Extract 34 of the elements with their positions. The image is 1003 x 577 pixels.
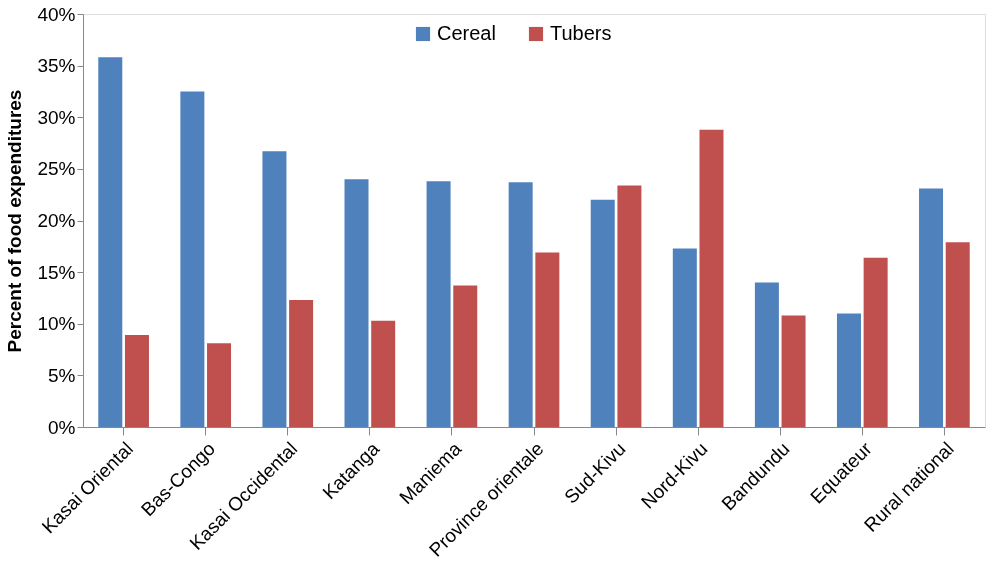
bar <box>617 185 642 427</box>
y-tick-label: 25% <box>37 158 76 180</box>
bar <box>180 91 205 427</box>
y-tick-label: 40% <box>37 3 76 25</box>
bar <box>919 188 944 427</box>
bar <box>262 151 287 427</box>
y-tick-label: 15% <box>37 261 76 283</box>
y-tick-label: 30% <box>37 106 76 128</box>
bar <box>836 313 861 427</box>
bar <box>371 320 396 427</box>
y-tick-label: 20% <box>37 210 76 231</box>
y-axis-title: Percent of food expenditures <box>4 89 26 353</box>
bar <box>98 57 123 427</box>
bar <box>945 242 970 427</box>
bar <box>863 257 888 427</box>
y-tick-label: 10% <box>37 313 76 335</box>
bar <box>344 179 369 427</box>
bar <box>754 282 779 427</box>
y-tick-label: 5% <box>48 364 76 386</box>
bar <box>426 181 451 427</box>
bar <box>781 315 806 427</box>
bar <box>672 248 697 427</box>
y-tick-label: 0% <box>48 416 76 438</box>
legend-label: Cereal <box>437 22 496 44</box>
bar <box>207 343 232 427</box>
bar <box>453 285 478 427</box>
bar <box>590 199 615 427</box>
bar <box>289 300 314 427</box>
bar <box>535 252 560 427</box>
y-tick-label: 35% <box>37 55 76 77</box>
legend-label: Tubers <box>550 22 612 44</box>
bar <box>508 182 533 427</box>
bar <box>699 129 724 427</box>
bar <box>124 335 149 427</box>
